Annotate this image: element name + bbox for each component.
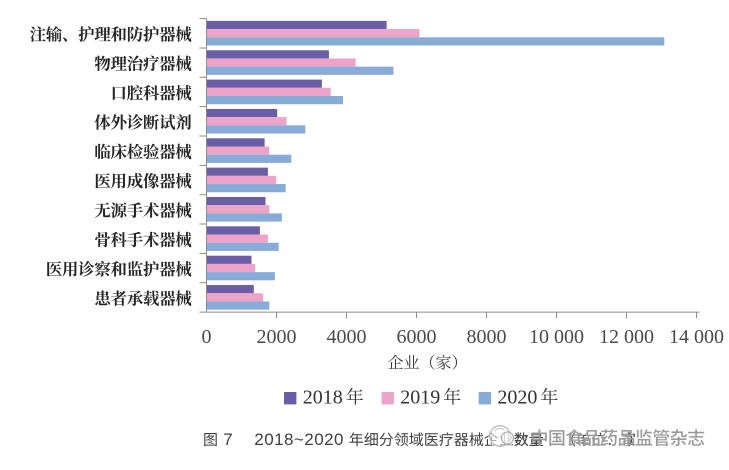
svg-text:4000: 4000 — [327, 326, 367, 348]
svg-text:0: 0 — [202, 326, 212, 348]
svg-text:7: 7 — [223, 430, 232, 449]
svg-text:2019: 2019 — [400, 387, 440, 409]
svg-text:2020: 2020 — [497, 387, 537, 409]
svg-text:12 000: 12 000 — [599, 326, 654, 348]
svg-text:2000: 2000 — [257, 326, 297, 348]
svg-text:2018: 2018 — [303, 387, 343, 409]
svg-text:14 000: 14 000 — [669, 326, 724, 348]
svg-text:8000: 8000 — [467, 326, 507, 348]
svg-text:10 000: 10 000 — [529, 326, 584, 348]
svg-text:2018~2020: 2018~2020 — [254, 430, 344, 449]
svg-text:6000: 6000 — [397, 326, 437, 348]
